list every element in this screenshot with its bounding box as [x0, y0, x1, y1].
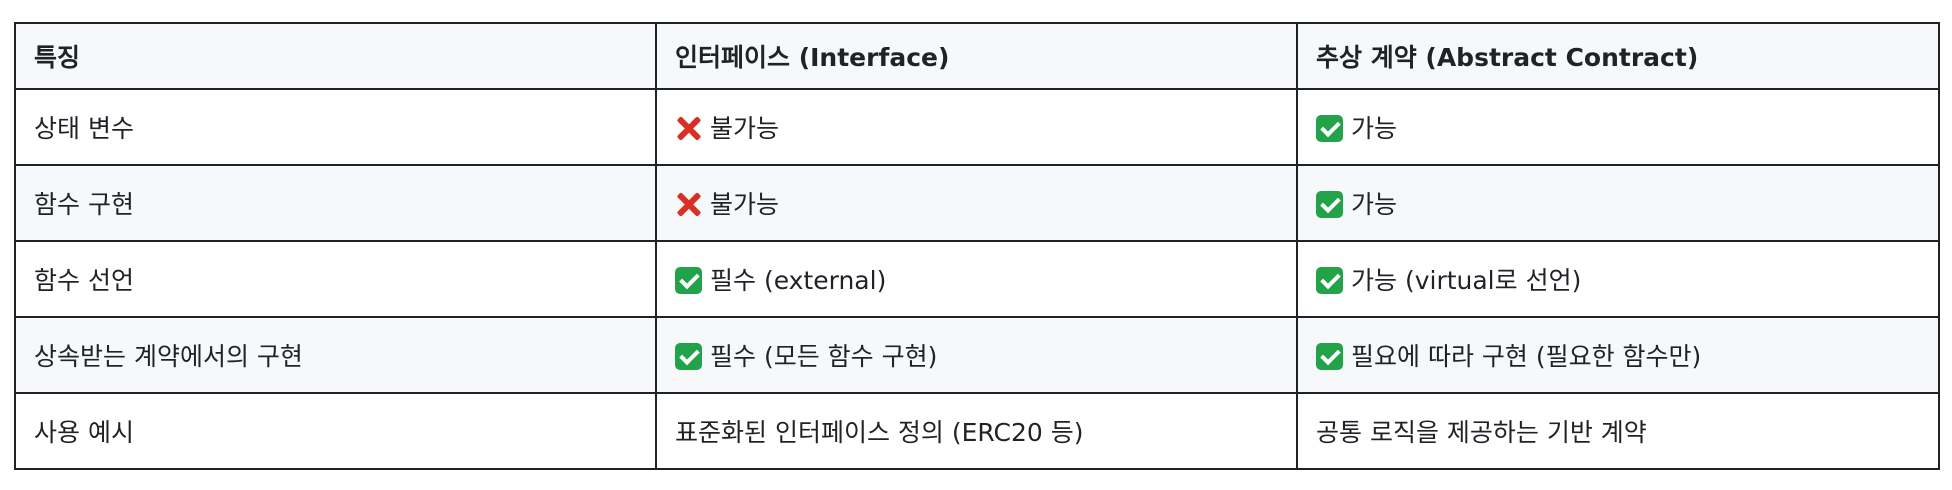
table-row: 상속받는 계약에서의 구현 필수 (모든 함수 구현) 필요에 따라 구현 (필…	[14, 316, 1940, 394]
cell-text: 불가능	[710, 114, 780, 143]
cell-text: 가능	[1351, 114, 1398, 143]
table-header: 특징 인터페이스 (Interface) 추상 계약 (Abstract Con…	[14, 22, 1940, 90]
header-row: 특징 인터페이스 (Interface) 추상 계약 (Abstract Con…	[14, 22, 1940, 90]
table-row: 함수 선언 필수 (external) 가능 (virtual로 선언)	[14, 240, 1940, 318]
check-mark-icon	[675, 267, 702, 294]
interface-cell: 필수 (모든 함수 구현)	[655, 316, 1298, 394]
table-row: 상태 변수 불가능 가능	[14, 88, 1940, 166]
interface-cell: 표준화된 인터페이스 정의 (ERC20 등)	[655, 392, 1298, 470]
feature-cell: 상태 변수	[14, 88, 657, 166]
table-row: 함수 구현 불가능 가능	[14, 164, 1940, 242]
abstract-cell: 가능	[1296, 88, 1940, 166]
feature-cell: 사용 예시	[14, 392, 657, 470]
table-row: 사용 예시 표준화된 인터페이스 정의 (ERC20 등) 공통 로직을 제공하…	[14, 392, 1940, 470]
cross-mark-icon	[675, 191, 702, 218]
abstract-cell: 가능	[1296, 164, 1940, 242]
header-feature: 특징	[14, 22, 657, 90]
check-mark-icon	[675, 343, 702, 370]
header-interface: 인터페이스 (Interface)	[655, 22, 1298, 90]
cell-text: 표준화된 인터페이스 정의 (ERC20 등)	[675, 418, 1084, 447]
abstract-cell: 필요에 따라 구현 (필요한 함수만)	[1296, 316, 1940, 394]
abstract-cell: 가능 (virtual로 선언)	[1296, 240, 1940, 318]
check-mark-icon	[1316, 115, 1343, 142]
interface-cell: 필수 (external)	[655, 240, 1298, 318]
check-mark-icon	[1316, 267, 1343, 294]
cell-text: 필요에 따라 구현 (필요한 함수만)	[1351, 342, 1702, 371]
check-mark-icon	[1316, 343, 1343, 370]
header-abstract-contract: 추상 계약 (Abstract Contract)	[1296, 22, 1940, 90]
check-mark-icon	[1316, 191, 1343, 218]
comparison-table-container: 특징 인터페이스 (Interface) 추상 계약 (Abstract Con…	[14, 22, 1940, 470]
cell-text: 공통 로직을 제공하는 기반 계약	[1316, 418, 1647, 447]
comparison-table: 특징 인터페이스 (Interface) 추상 계약 (Abstract Con…	[14, 22, 1940, 470]
cell-text: 가능 (virtual로 선언)	[1351, 266, 1582, 295]
interface-cell: 불가능	[655, 88, 1298, 166]
feature-cell: 함수 선언	[14, 240, 657, 318]
cell-text: 가능	[1351, 190, 1398, 219]
interface-cell: 불가능	[655, 164, 1298, 242]
cell-text: 불가능	[710, 190, 780, 219]
feature-cell: 함수 구현	[14, 164, 657, 242]
table-body: 상태 변수 불가능 가능 함수 구현 불가능 가능 함수 선언 필수 (exte…	[14, 88, 1940, 470]
abstract-cell: 공통 로직을 제공하는 기반 계약	[1296, 392, 1940, 470]
cell-text: 필수 (모든 함수 구현)	[710, 342, 938, 371]
cross-mark-icon	[675, 115, 702, 142]
cell-text: 필수 (external)	[710, 266, 887, 295]
feature-cell: 상속받는 계약에서의 구현	[14, 316, 657, 394]
